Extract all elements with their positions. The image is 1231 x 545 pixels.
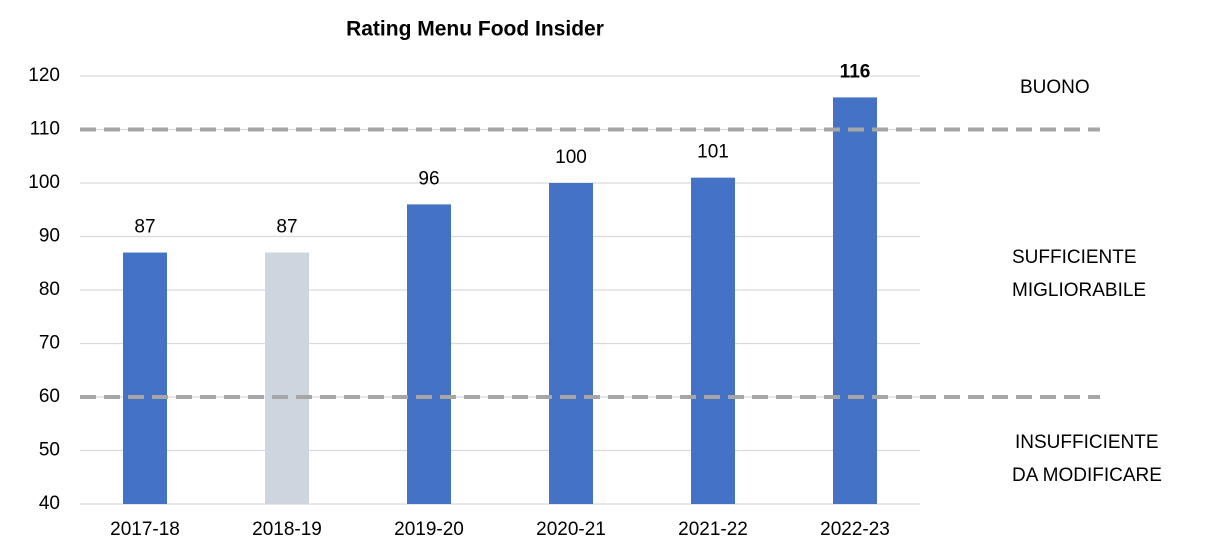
y-tick-label: 90 [39, 226, 60, 247]
bar [123, 252, 167, 504]
bar [265, 252, 309, 504]
y-tick-label: 80 [39, 279, 60, 300]
chart-title: Rating Menu Food Insider [346, 18, 604, 41]
zone-label: MIGLIORABILE [1012, 280, 1146, 301]
y-tick-label: 110 [30, 119, 60, 140]
y-tick-label: 70 [39, 333, 60, 354]
value-label: 100 [555, 147, 587, 168]
y-tick-label: 40 [39, 493, 60, 514]
x-tick-label: 2020-21 [536, 519, 606, 540]
bar [407, 204, 451, 504]
zone-label: SUFFICIENTE [1012, 247, 1137, 268]
bar [691, 177, 735, 504]
zone-label: INSUFFICIENTE [1015, 432, 1159, 453]
x-tick-label: 2021-22 [678, 519, 748, 540]
value-label: 116 [840, 61, 871, 82]
zone-label: DA MODIFICARE [1012, 465, 1162, 486]
bar [833, 97, 877, 505]
value-label: 101 [697, 142, 729, 163]
bar [549, 183, 593, 504]
value-label: 96 [418, 168, 439, 189]
x-tick-label: 2017-18 [110, 519, 180, 540]
y-tick-label: 100 [28, 172, 60, 193]
x-tick-label: 2022-23 [820, 519, 890, 540]
y-tick-label: 50 [39, 440, 60, 461]
x-tick-label: 2018-19 [252, 519, 322, 540]
x-tick-label: 2019-20 [394, 519, 464, 540]
value-label: 87 [134, 217, 155, 238]
value-label: 87 [276, 217, 297, 238]
zone-label: BUONO [1020, 77, 1090, 98]
y-tick-label: 60 [39, 386, 60, 407]
y-tick-label: 120 [28, 65, 60, 86]
